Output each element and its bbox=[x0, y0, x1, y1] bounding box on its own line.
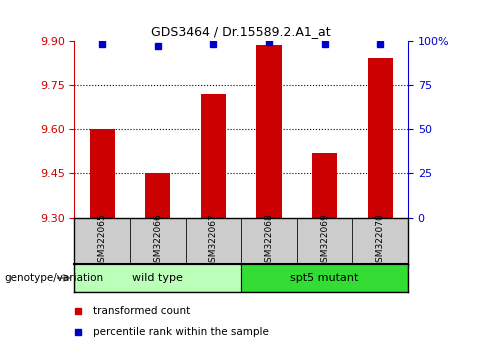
Bar bbox=[352, 218, 408, 264]
Text: GSM322070: GSM322070 bbox=[376, 213, 384, 268]
Bar bbox=[74, 264, 241, 292]
Text: GSM322067: GSM322067 bbox=[209, 213, 218, 268]
Title: GDS3464 / Dr.15589.2.A1_at: GDS3464 / Dr.15589.2.A1_at bbox=[151, 25, 331, 38]
Text: GSM322066: GSM322066 bbox=[153, 213, 162, 268]
Text: genotype/variation: genotype/variation bbox=[5, 273, 104, 283]
Text: spt5 mutant: spt5 mutant bbox=[290, 273, 359, 283]
Text: percentile rank within the sample: percentile rank within the sample bbox=[93, 327, 269, 337]
Bar bbox=[201, 94, 226, 218]
Bar bbox=[74, 218, 130, 264]
Bar bbox=[90, 129, 115, 218]
Text: wild type: wild type bbox=[132, 273, 183, 283]
Bar bbox=[368, 58, 393, 218]
Text: transformed count: transformed count bbox=[93, 306, 190, 316]
Bar bbox=[186, 218, 241, 264]
Text: GSM322068: GSM322068 bbox=[264, 213, 274, 268]
Bar bbox=[297, 218, 352, 264]
Bar bbox=[241, 218, 297, 264]
Text: GSM322065: GSM322065 bbox=[98, 213, 107, 268]
Text: GSM322069: GSM322069 bbox=[320, 213, 329, 268]
Bar bbox=[130, 218, 186, 264]
Bar bbox=[256, 45, 281, 218]
Bar bbox=[241, 264, 408, 292]
Bar bbox=[312, 153, 337, 218]
Bar bbox=[145, 173, 170, 218]
